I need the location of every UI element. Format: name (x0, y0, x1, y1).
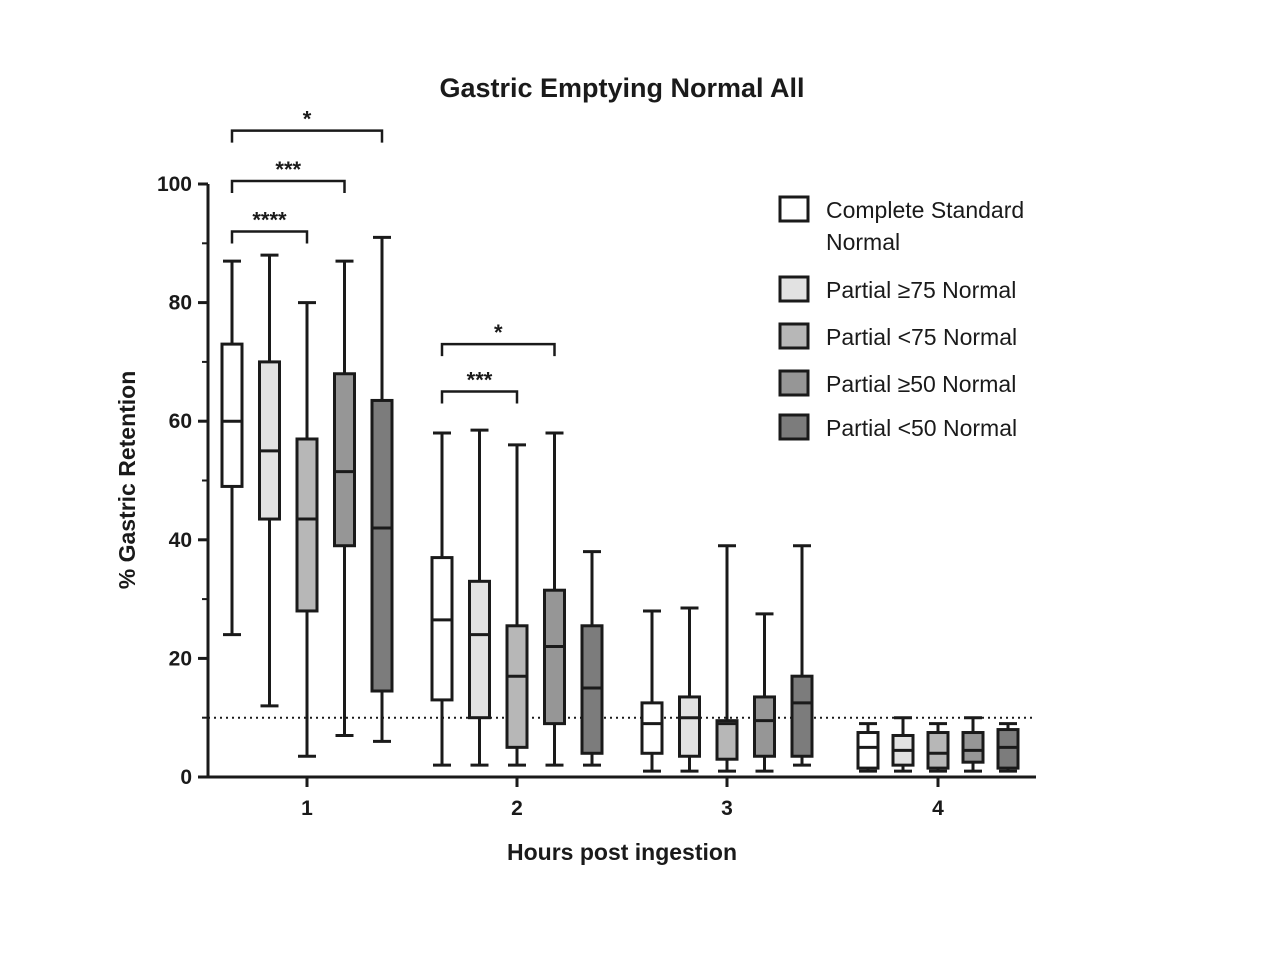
significance-bracket: **** (230, 207, 309, 244)
legend-swatch (778, 195, 810, 223)
box-2-hour-3 (678, 606, 701, 773)
x-axis-title: Hours post ingestion (507, 839, 737, 865)
box-3-hour-3 (715, 544, 739, 773)
box-1-hour-4 (856, 722, 880, 773)
significance-label: *** (467, 368, 493, 393)
box-iqr (790, 674, 814, 758)
box-1-hour-3 (640, 609, 664, 773)
legend-label-line2: Normal (826, 229, 900, 255)
bracket-line (440, 342, 556, 357)
significance-bracket: *** (440, 368, 519, 404)
box-4-hour-1 (333, 259, 356, 737)
box-plot-series (220, 235, 1020, 773)
box-iqr (715, 719, 739, 761)
box-iqr (678, 695, 701, 758)
legend-label: Partial <50 Normal (826, 415, 1017, 441)
box-iqr (505, 624, 529, 749)
chart-title: Gastric Emptying Normal All (439, 73, 804, 103)
box-5-hour-2 (580, 550, 604, 767)
legend-swatch (778, 413, 810, 441)
bracket-line (230, 129, 384, 143)
y-tick-label: 40 (169, 529, 192, 552)
legend-swatch (778, 322, 810, 350)
legend-item: Partial ≥75 Normal (778, 275, 1016, 303)
box-1-hour-1 (220, 259, 244, 637)
y-axis-ticks: 0 20 40 60 80 100 (157, 173, 208, 789)
box-iqr (468, 579, 491, 720)
box-4-hour-2 (543, 431, 566, 767)
bracket-line (230, 179, 346, 194)
box-iqr (430, 556, 454, 702)
legend-label: Complete Standard (826, 197, 1024, 223)
y-tick-label: 80 (169, 292, 192, 315)
box-3-hour-2 (505, 443, 529, 767)
legend-label: Partial ≥50 Normal (826, 371, 1016, 397)
legend-swatch (778, 369, 810, 397)
box-iqr (258, 360, 281, 521)
bracket-line (440, 390, 519, 404)
box-5-hour-4 (996, 722, 1020, 773)
box-iqr (295, 437, 319, 613)
significance-bracket: * (440, 320, 556, 357)
significance-label: *** (275, 157, 301, 182)
x-tick-label: 1 (301, 797, 313, 820)
box-4-hour-3 (753, 612, 776, 773)
legend-label: Partial ≥75 Normal (826, 277, 1016, 303)
y-axis-title-group: % Gastric Retention (114, 371, 140, 590)
box-2-hour-4 (891, 716, 915, 773)
box-3-hour-1 (295, 301, 319, 758)
box-4-hour-4 (961, 716, 985, 773)
box-1-hour-2 (430, 431, 454, 767)
box-iqr (370, 398, 394, 693)
box-iqr (640, 701, 664, 755)
x-tick-label: 3 (721, 797, 733, 820)
x-axis-ticks: 1 2 3 4 (301, 777, 944, 820)
box-5-hour-3 (790, 544, 814, 767)
y-tick-label: 0 (180, 766, 192, 789)
legend: Complete Standard Normal Partial ≥75 Norma… (778, 195, 1024, 441)
y-tick-label: 20 (169, 647, 192, 670)
y-axis-title: % Gastric Retention (114, 371, 140, 590)
significance-label: * (494, 320, 503, 345)
bracket-line (230, 230, 309, 244)
legend-item: Partial ≥50 Normal (778, 369, 1016, 397)
significance-annotations: ************ (230, 107, 556, 404)
legend-swatch (778, 275, 810, 303)
box-2-hour-1 (258, 253, 281, 708)
box-3-hour-4 (926, 722, 950, 773)
box-iqr (961, 731, 985, 764)
x-tick-label: 4 (932, 797, 944, 820)
legend-label: Partial <75 Normal (826, 324, 1017, 350)
box-iqr (333, 372, 356, 548)
legend-item: Complete Standard Normal (778, 195, 1024, 255)
significance-label: **** (252, 207, 287, 232)
significance-bracket: *** (230, 157, 346, 194)
legend-item: Partial <50 Normal (778, 413, 1017, 441)
significance-bracket: * (230, 107, 384, 143)
box-iqr (753, 695, 776, 758)
y-tick-label: 60 (169, 410, 192, 433)
x-tick-label: 2 (511, 797, 523, 820)
box-2-hour-2 (468, 428, 491, 767)
box-iqr (220, 342, 244, 488)
box-5-hour-1 (370, 235, 394, 743)
y-tick-label: 100 (157, 173, 192, 196)
box-iqr (856, 731, 880, 770)
box-iqr (926, 731, 950, 770)
legend-item: Partial <75 Normal (778, 322, 1017, 350)
box-iqr (543, 588, 566, 726)
significance-label: * (303, 107, 312, 132)
